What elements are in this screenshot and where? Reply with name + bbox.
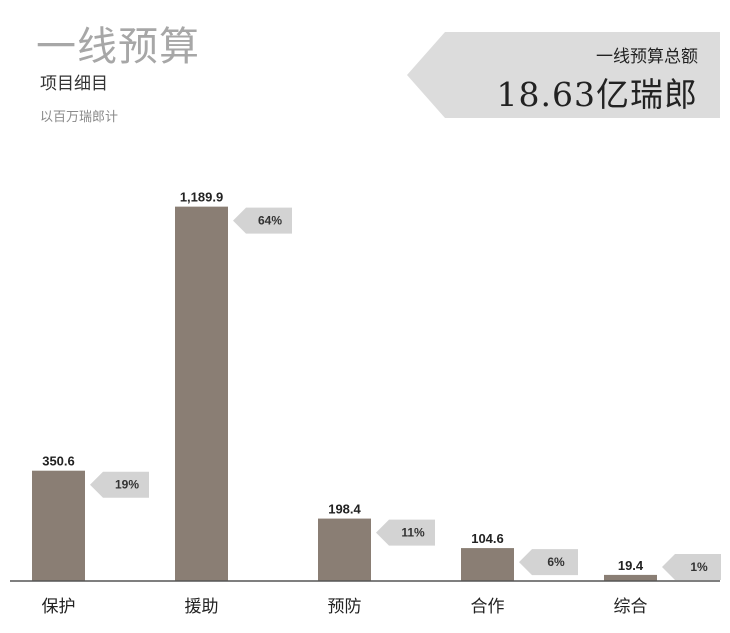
bar [175,206,228,581]
category-label: 预防 [328,597,362,617]
percent-label: 64% [258,214,282,228]
category-label: 保护 [42,597,76,617]
bar-value-label: 1,189.9 [180,190,223,205]
chart-subtitle: 项目细目 [40,74,108,94]
percent-badge [90,471,149,498]
category-label: 综合 [614,597,648,617]
percent-badge [662,554,721,580]
percent-badge [233,207,292,234]
percent-label: 19% [115,478,139,492]
category-label: 援助 [185,597,219,617]
bar [32,470,85,581]
percent-label: 1% [690,560,708,574]
percent-label: 6% [547,555,565,569]
bar [318,518,371,581]
category-label: 合作 [471,597,505,617]
bar [461,548,514,581]
bar-value-label: 104.6 [471,531,504,546]
bar [604,574,657,581]
total-budget-callout: 一线预算总额 18.63亿瑞郎 [407,32,720,118]
percent-label: 11% [401,526,425,540]
unit-note: 以百万瑞郎计 [40,110,119,125]
percent-badge [376,519,435,546]
bar-value-label: 19.4 [618,558,644,573]
total-budget-label: 一线预算总额 [596,47,698,67]
total-callout-arrow-shape [407,32,720,118]
bar-value-label: 198.4 [328,502,361,517]
percent-badge [519,549,578,576]
chart-title: 一线预算 [36,24,200,70]
total-budget-value: 18.63亿瑞郎 [496,75,698,114]
bar-value-label: 350.6 [42,454,75,469]
